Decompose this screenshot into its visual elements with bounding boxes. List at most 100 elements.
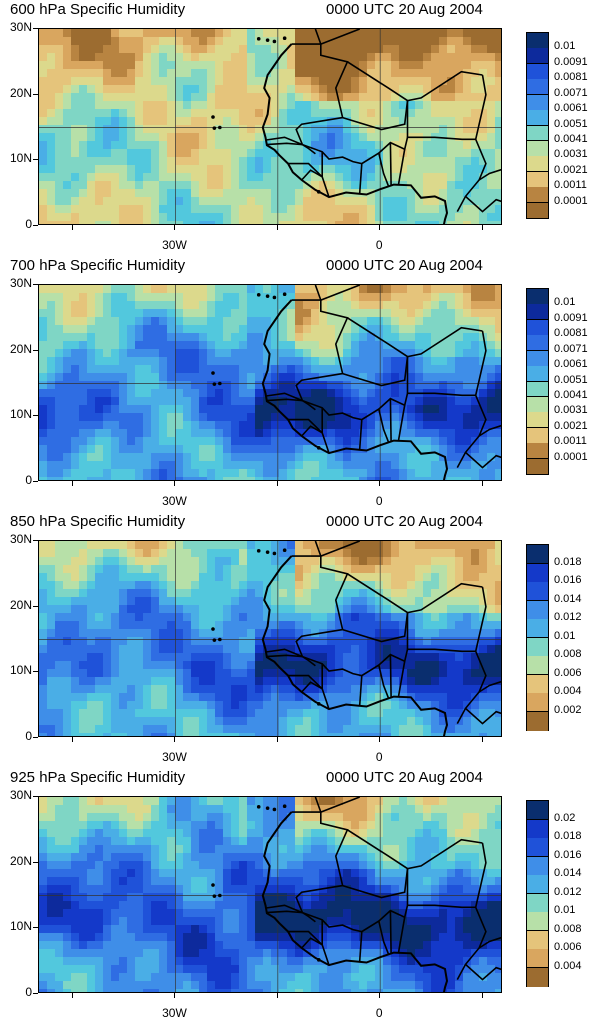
longitude-label: 30W <box>154 1006 194 1020</box>
contour-field <box>39 797 501 992</box>
color-bar-box <box>527 304 548 320</box>
lon-tick <box>72 737 73 742</box>
lat-tick <box>33 927 38 928</box>
lat-tick <box>33 284 38 285</box>
color-bar-label: 0.018 <box>554 830 582 842</box>
color-bar-box <box>527 79 548 95</box>
color-bar-label: 0.01 <box>554 296 575 308</box>
color-bar-label: 0.0051 <box>554 374 588 386</box>
lon-tick <box>379 993 380 998</box>
color-bar-box <box>527 428 548 444</box>
color-bar-label: 0.0051 <box>554 118 588 130</box>
lon-tick <box>482 225 483 230</box>
color-bar-box <box>527 366 548 382</box>
color-bar-box <box>527 564 548 583</box>
latitude-label: 0 <box>2 217 32 231</box>
color-bar-box <box>527 875 548 894</box>
lon-tick <box>72 993 73 998</box>
color-bar-label: 0.0061 <box>554 358 588 370</box>
longitude-label: 0 <box>359 750 399 764</box>
island <box>213 126 217 130</box>
color-bar <box>526 544 549 731</box>
contour-field <box>39 285 501 480</box>
color-bar-label: 0.0011 <box>554 179 587 191</box>
color-bar-box <box>527 675 548 694</box>
color-bar-box <box>527 351 548 367</box>
latitude-label: 20N <box>2 86 32 100</box>
latitude-label: 30N <box>2 532 32 546</box>
color-bar-label: 0.0021 <box>554 164 588 176</box>
color-bar-box <box>527 459 548 475</box>
latitude-label: 10N <box>2 663 32 677</box>
color-bar-label: 0.0061 <box>554 102 588 114</box>
color-bar-box <box>527 443 548 459</box>
lat-tick <box>33 225 38 226</box>
island <box>257 805 261 809</box>
map-panel: 700 hPa Specific Humidity 0000 UTC 20 Aug… <box>0 256 600 512</box>
color-bar-box <box>527 156 548 172</box>
color-bar-label: 0.0081 <box>554 71 588 83</box>
lon-tick <box>379 225 380 230</box>
island <box>273 552 277 556</box>
island <box>283 804 287 808</box>
color-bar-box <box>527 857 548 876</box>
color-bar-box <box>527 320 548 336</box>
color-bar-label: 0.0031 <box>554 404 588 416</box>
panel-title: 700 hPa Specific Humidity <box>10 257 185 274</box>
lat-tick <box>33 796 38 797</box>
color-bar-box <box>527 110 548 126</box>
lon-tick <box>174 993 175 998</box>
color-bar-label: 0.006 <box>554 941 582 953</box>
color-bar-box <box>527 656 548 675</box>
color-bar-box <box>527 712 548 731</box>
color-bar-box <box>527 912 548 931</box>
island <box>211 115 215 119</box>
lat-tick <box>33 28 38 29</box>
island <box>211 371 215 375</box>
contour-field <box>39 541 501 736</box>
country-border <box>390 655 391 698</box>
color-bar-box <box>527 33 548 49</box>
color-bar-box <box>527 187 548 203</box>
island <box>257 37 261 41</box>
lat-tick <box>33 671 38 672</box>
lat-tick <box>33 94 38 95</box>
lon-tick <box>277 737 278 742</box>
color-bar-label: 0.0031 <box>554 148 588 160</box>
island <box>218 126 222 130</box>
island <box>266 806 270 810</box>
island <box>266 550 270 554</box>
color-bar-label: 0.01 <box>554 40 575 52</box>
humidity-map <box>38 28 502 225</box>
longitude-label: 0 <box>359 494 399 508</box>
color-bar-label: 0.004 <box>554 685 582 697</box>
color-bar-label: 0.0071 <box>554 87 588 99</box>
island <box>317 190 321 194</box>
color-bar-box <box>527 693 548 712</box>
color-bar-label: 0.006 <box>554 667 582 679</box>
color-bar-label: 0.0071 <box>554 343 588 355</box>
island <box>213 382 217 386</box>
panel-title: 850 hPa Specific Humidity <box>10 513 185 530</box>
color-bar-box <box>527 412 548 428</box>
color-bar-box <box>527 48 548 64</box>
color-bar-label: 0.0041 <box>554 389 588 401</box>
latitude-label: 10N <box>2 919 32 933</box>
latitude-label: 10N <box>2 151 32 165</box>
lat-tick <box>33 481 38 482</box>
country-border <box>390 143 391 186</box>
island <box>213 638 217 642</box>
longitude-label: 30W <box>154 238 194 252</box>
color-bar-box <box>527 126 548 142</box>
island <box>273 808 277 812</box>
panel-time: 0000 UTC 20 Aug 2004 <box>326 257 483 274</box>
color-bar-label: 0.0081 <box>554 327 588 339</box>
lon-tick <box>482 737 483 742</box>
color-bar <box>526 32 549 219</box>
latitude-label: 10N <box>2 407 32 421</box>
latitude-label: 20N <box>2 342 32 356</box>
contour-field <box>39 29 501 224</box>
lat-tick <box>33 993 38 994</box>
color-bar-label: 0.008 <box>554 923 582 935</box>
